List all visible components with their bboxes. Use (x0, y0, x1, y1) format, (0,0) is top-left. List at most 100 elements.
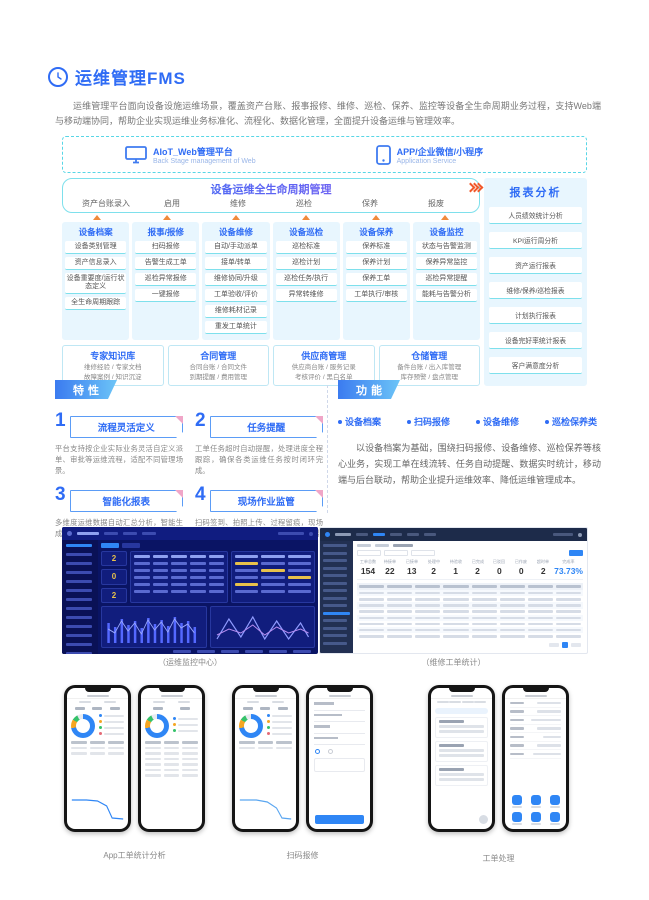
form-field[interactable] (314, 702, 365, 711)
phone-repair-form (306, 685, 373, 832)
search-input[interactable] (435, 708, 488, 714)
admin-topbar (320, 528, 587, 541)
report-item: 人员绩效统计分析 (489, 207, 582, 224)
feature-desc: 工单任务超时自动提醒，处理进度全程跟踪，确保各类运维任务按时闭环完成。 (195, 444, 323, 475)
module-item: 维修协同/升级 (205, 273, 267, 286)
box-title: 仓储管理 (411, 351, 448, 361)
action-accept[interactable] (528, 795, 543, 808)
phone-stats-1 (64, 685, 131, 832)
submit-button[interactable] (315, 815, 364, 824)
section-divider (327, 385, 328, 513)
platform-app-subtitle: Application Service (396, 157, 457, 165)
box-line: 供应商台账 / 服务记录 (291, 364, 356, 371)
mini-table (67, 740, 128, 759)
module-item: 设备重要度/运行状态定义 (65, 273, 127, 294)
dashboard-tabs (101, 543, 315, 548)
filter-input[interactable] (411, 550, 435, 556)
form-field[interactable] (314, 713, 365, 722)
module-item: 重发工单统计 (205, 321, 267, 334)
action-icon-grid (509, 795, 562, 825)
feature-number: 4 (195, 484, 206, 505)
phone-icon (375, 144, 391, 165)
module-item: 巡检计划 (275, 257, 337, 270)
column-device-archive: 设备档案 设备类别管理 资产信息录入 设备重要度/运行状态定义 全生命周期跟踪 (62, 222, 130, 340)
filter-input[interactable] (384, 550, 408, 556)
platform-web: AIoT_Web管理平台 Back Stage management of We… (125, 145, 256, 165)
module-item: 维修耗材记录 (205, 305, 267, 318)
action-transfer[interactable] (509, 795, 524, 808)
box-line: 考核评价 / 黑白名单 (295, 374, 353, 381)
box-title: 合同管理 (200, 351, 237, 361)
module-item: 扫码报修 (135, 241, 197, 254)
report-item: 设备完好率统计报表 (489, 332, 582, 349)
box-title: 供应商管理 (301, 351, 347, 361)
caret-up-icon (62, 215, 132, 220)
feature-number: 1 (55, 410, 66, 431)
functions-paragraph: 以设备档案为基础，围绕扫码报修、设备维修、巡检保养等核心业务，实现工单在线流转、… (338, 443, 601, 485)
report-item: 维修/保养/巡检报表 (489, 282, 582, 299)
bullet-dot-icon (544, 419, 549, 424)
feature-title: 现场作业监管 (237, 497, 295, 508)
module-item: 保养工单 (345, 273, 407, 286)
column-monitor: 设备监控 状态与告警监测 保养异常监控 巡检异常提醒 能耗与告警分析 (412, 222, 481, 340)
stat: 超时单 2 (537, 559, 550, 576)
pagination[interactable] (357, 641, 583, 648)
dashboard-caption: （运维监控中心） (158, 658, 222, 667)
workorder-table (130, 551, 229, 603)
module-item: 保养异常监控 (415, 257, 478, 270)
phone-workorder-list (428, 685, 495, 832)
functions-section: 功能 设备档案 扫码报修 设备维修 巡检保养类 以设备档案为基础，围绕扫码报修、… (338, 380, 601, 488)
bullet-item: 扫码报修 (406, 415, 450, 428)
action-finish[interactable] (547, 812, 562, 825)
box-contract: 合同管理 合同台账 / 合同文件 到期提醒 / 费用管理 (167, 345, 269, 386)
page-current[interactable] (562, 641, 568, 648)
clock-gear-icon (48, 66, 68, 87)
column-header: 设备保养 (359, 227, 394, 237)
functions-tag: 功能 (338, 380, 400, 399)
form-field[interactable] (314, 725, 365, 734)
box-line: 备件台账 / 出入库管理 (397, 364, 462, 371)
bullet-dot-icon (406, 419, 411, 424)
feature-title: 智能化报表 (102, 497, 151, 508)
sidebar-item-active[interactable] (323, 611, 350, 615)
form-field[interactable] (314, 736, 365, 745)
dashboard-legend (101, 648, 315, 654)
workorder-card[interactable] (435, 765, 488, 786)
stat: 已驳回 0 (493, 559, 506, 576)
filter-input[interactable] (357, 550, 381, 556)
filter-bar (357, 550, 583, 556)
module-item: 全生命周期跟踪 (65, 297, 127, 310)
bullet-dot-icon (475, 419, 480, 424)
action-pause[interactable] (547, 795, 562, 808)
action-material[interactable] (528, 812, 543, 825)
features-tag: 特性 (55, 380, 117, 399)
avatar (578, 532, 582, 537)
column-header: 设备巡检 (289, 227, 324, 237)
platform-app: APP/企业微信/小程序 Application Service (375, 144, 483, 165)
platform-strip: AIoT_Web管理平台 Back Stage management of We… (62, 136, 587, 173)
search-button[interactable] (569, 550, 583, 556)
lifecycle-diagram: AIoT_Web管理平台 Back Stage management of We… (62, 136, 587, 386)
module-item: 接单/转单 (205, 257, 267, 270)
box-line: 合同台账 / 合同文件 (189, 364, 247, 371)
workorder-card[interactable] (435, 717, 488, 738)
admin-caption: （维修工单统计） (421, 658, 486, 667)
admin-sidebar (320, 541, 353, 653)
bullet-item: 设备档案 (338, 415, 381, 428)
screenshot-workorder-admin: 工单总数 154 待接单 22 已接单 13 处理中 2 待验收 1 已完成 2 已驳回 0 … (319, 527, 588, 654)
module-columns: 设备档案 设备类别管理 资产信息录入 设备重要度/运行状态定义 全生命周期跟踪 … (62, 222, 481, 340)
radio-group[interactable] (315, 749, 364, 754)
module-item: 保养计划 (345, 257, 407, 270)
page-header: 运维管理FMS (48, 64, 186, 89)
scroll-top-button[interactable] (479, 815, 488, 824)
lifecycle-step: 报废 (428, 199, 444, 208)
module-item: 设备类别管理 (65, 241, 127, 254)
stat: 处理中 2 (427, 559, 440, 576)
feature-title: 流程灵活定义 (97, 423, 155, 434)
stats-row: 工单总数 154 待接单 22 已接单 13 处理中 2 待验收 1 已完成 2 已驳回 0 … (357, 559, 583, 580)
module-item: 巡检异常提醒 (415, 273, 478, 286)
workorder-card[interactable] (435, 741, 488, 762)
action-sign[interactable] (509, 812, 524, 825)
avatar (309, 531, 313, 536)
